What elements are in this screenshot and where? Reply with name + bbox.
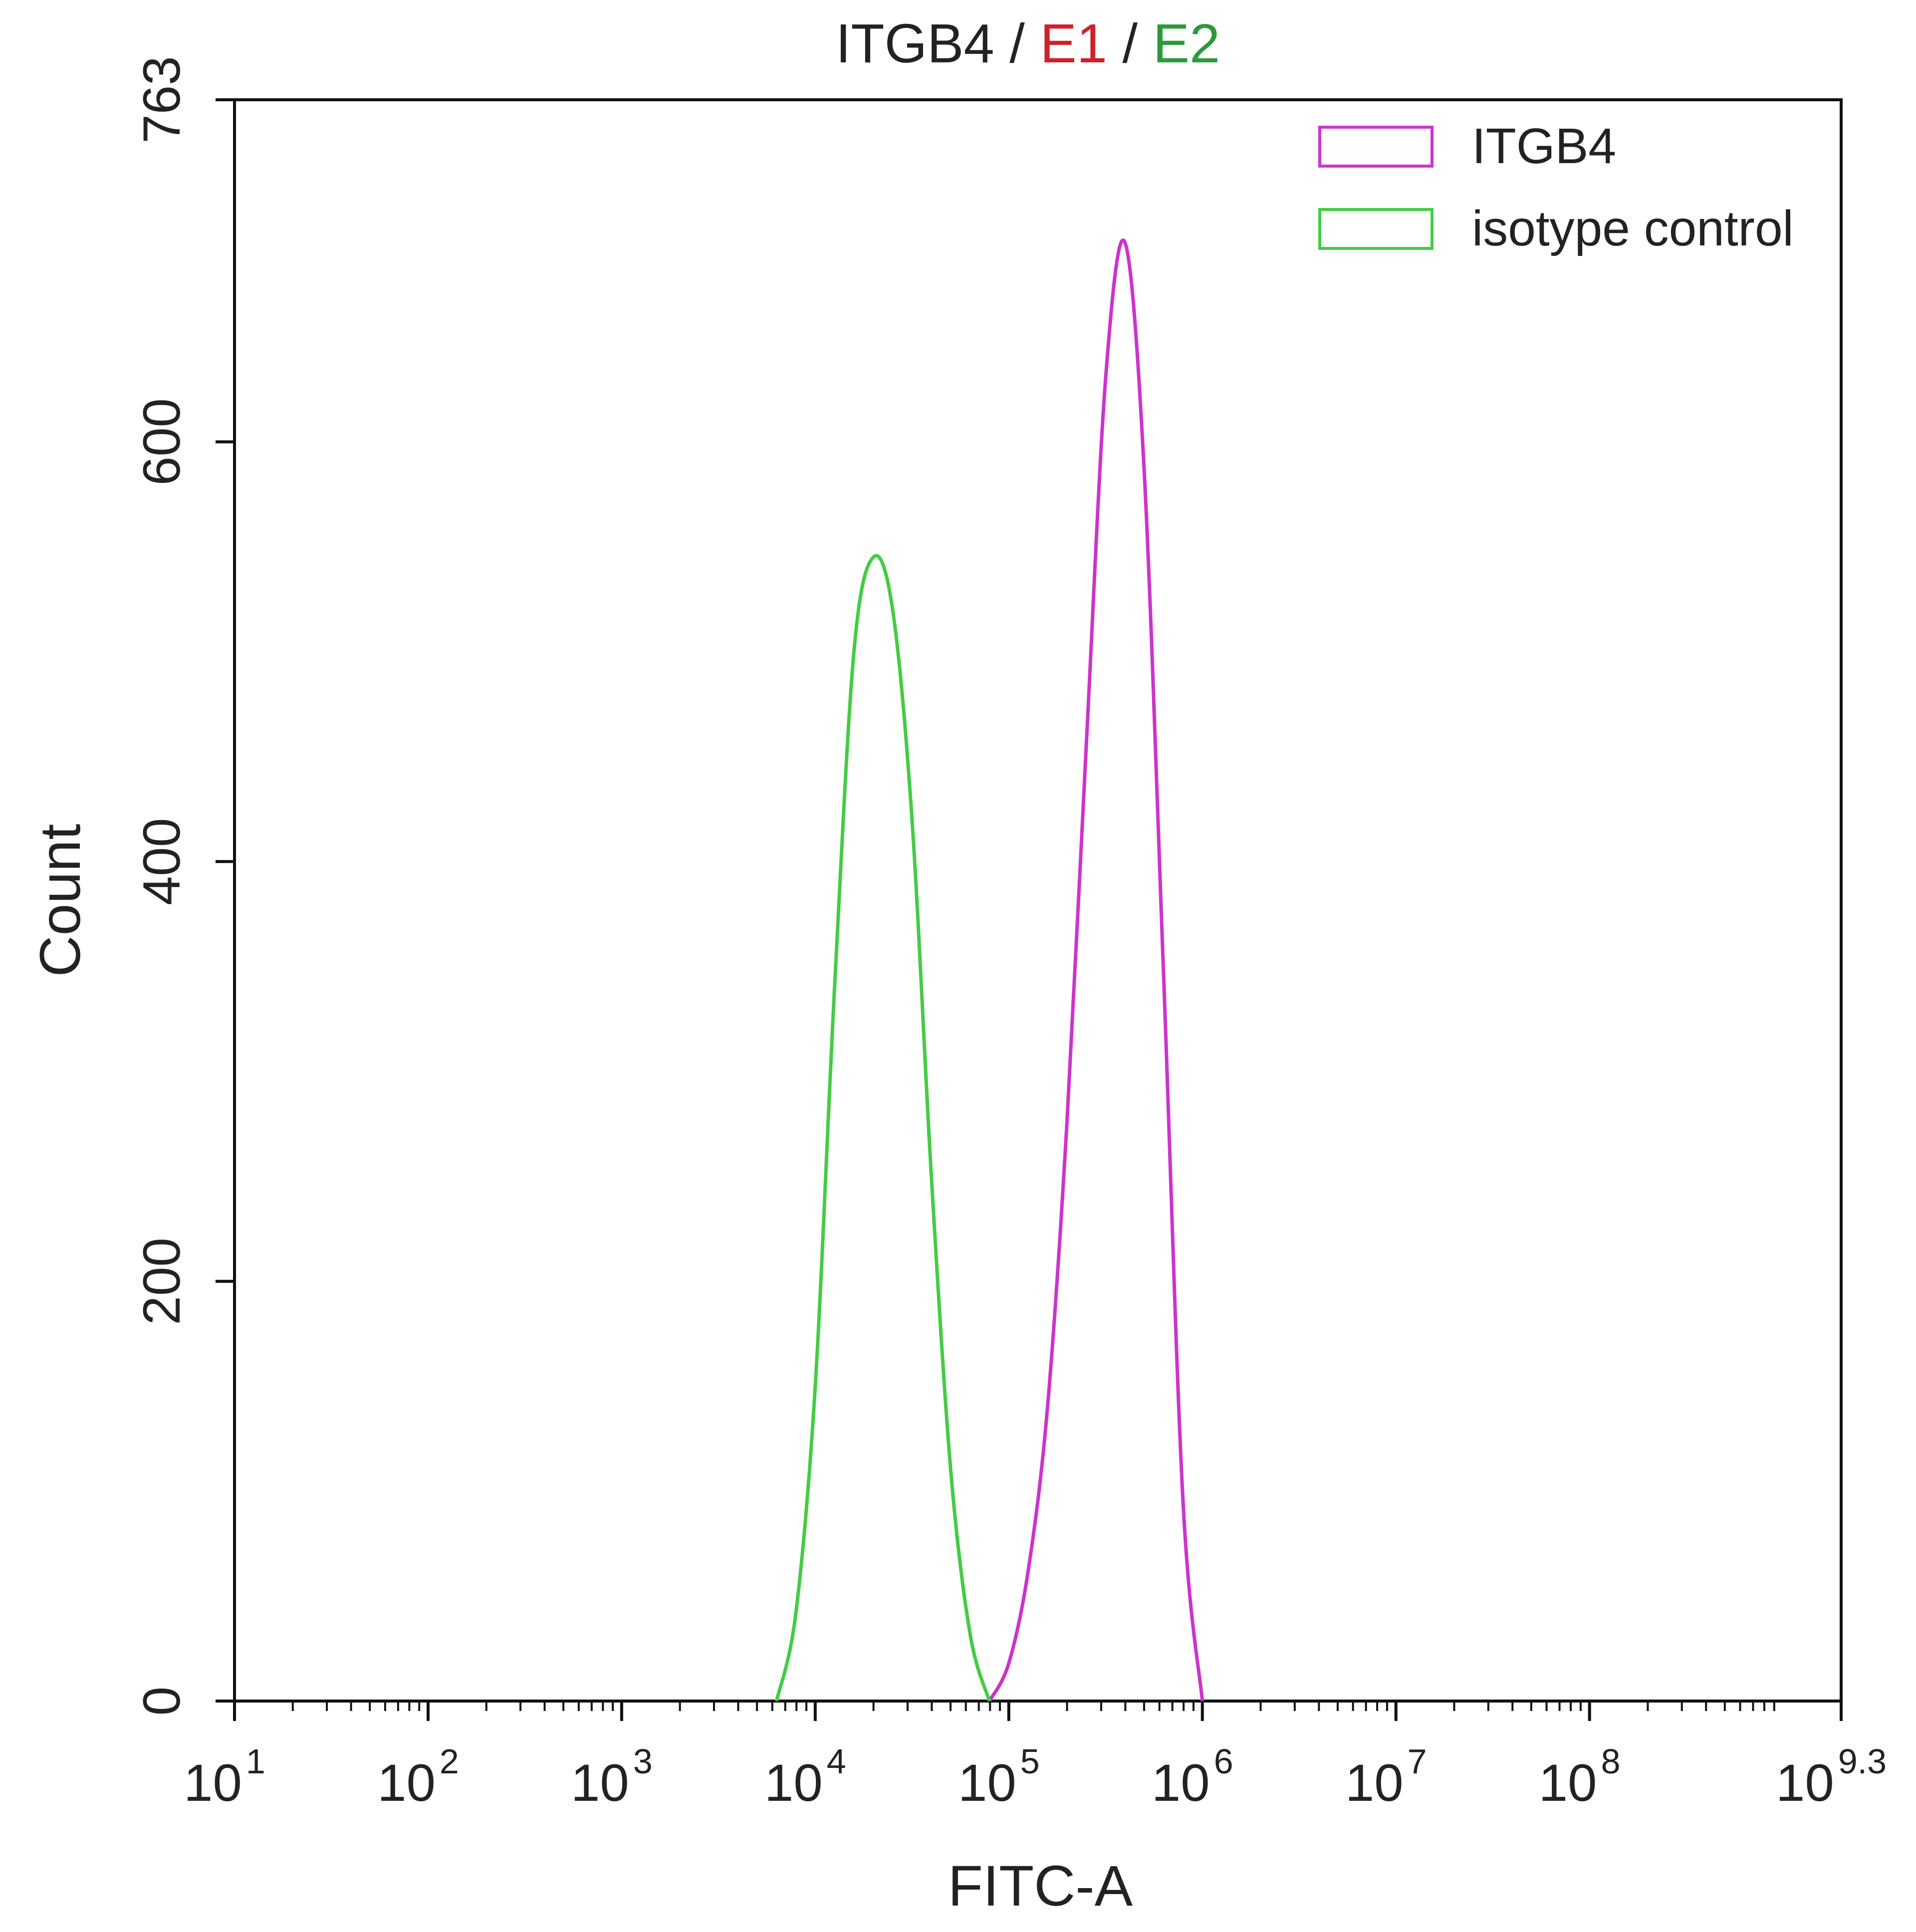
title-part: E2 <box>1153 13 1220 74</box>
legend-label: isotype control <box>1472 201 1794 256</box>
x-axis: 10 1 10 2 10 3 10 4 10 5 10 6 10 7 10 8 10 9.3 <box>184 1701 1887 1812</box>
x-tick-label: 10 2 <box>377 1742 459 1812</box>
title-part: / <box>994 13 1040 74</box>
x-tick-label: 10 1 <box>184 1742 265 1812</box>
legend-swatch <box>1318 208 1434 250</box>
y-tick-label: 763 <box>133 56 191 143</box>
chart-title: ITGB4 / E1 / E2 <box>836 13 1220 74</box>
title-part: / <box>1107 13 1153 74</box>
x-tick-label: 10 8 <box>1539 1742 1621 1812</box>
x-tick-label: 10 4 <box>764 1742 846 1812</box>
series-line-isotype-control <box>774 554 991 1702</box>
plot-frame <box>233 98 1843 1703</box>
x-tick-label: 10 5 <box>958 1742 1040 1812</box>
legend-swatch <box>1318 126 1434 168</box>
x-tick-label: 10 3 <box>571 1742 653 1812</box>
y-axis: 0 200 400 600 763 <box>133 56 235 1716</box>
title-part: ITGB4 <box>836 13 994 74</box>
series-line-itgb4 <box>987 238 1204 1702</box>
y-tick-label: 200 <box>133 1238 191 1325</box>
x-axis-title: FITC-A <box>948 1854 1133 1918</box>
title-part: E1 <box>1040 13 1107 74</box>
series-layer <box>774 238 1204 1702</box>
y-tick-label: 600 <box>133 398 191 485</box>
x-tick-label: 10 6 <box>1152 1742 1233 1812</box>
y-tick-label: 400 <box>133 818 191 905</box>
legend-label: ITGB4 <box>1472 118 1616 174</box>
legend: ITGB4 isotype control <box>1318 118 1794 256</box>
x-tick-label: 10 7 <box>1345 1742 1427 1812</box>
y-tick-label: 0 <box>133 1687 191 1716</box>
x-tick-label: 10 9.3 <box>1776 1742 1887 1812</box>
y-axis-title: Count <box>28 824 92 977</box>
